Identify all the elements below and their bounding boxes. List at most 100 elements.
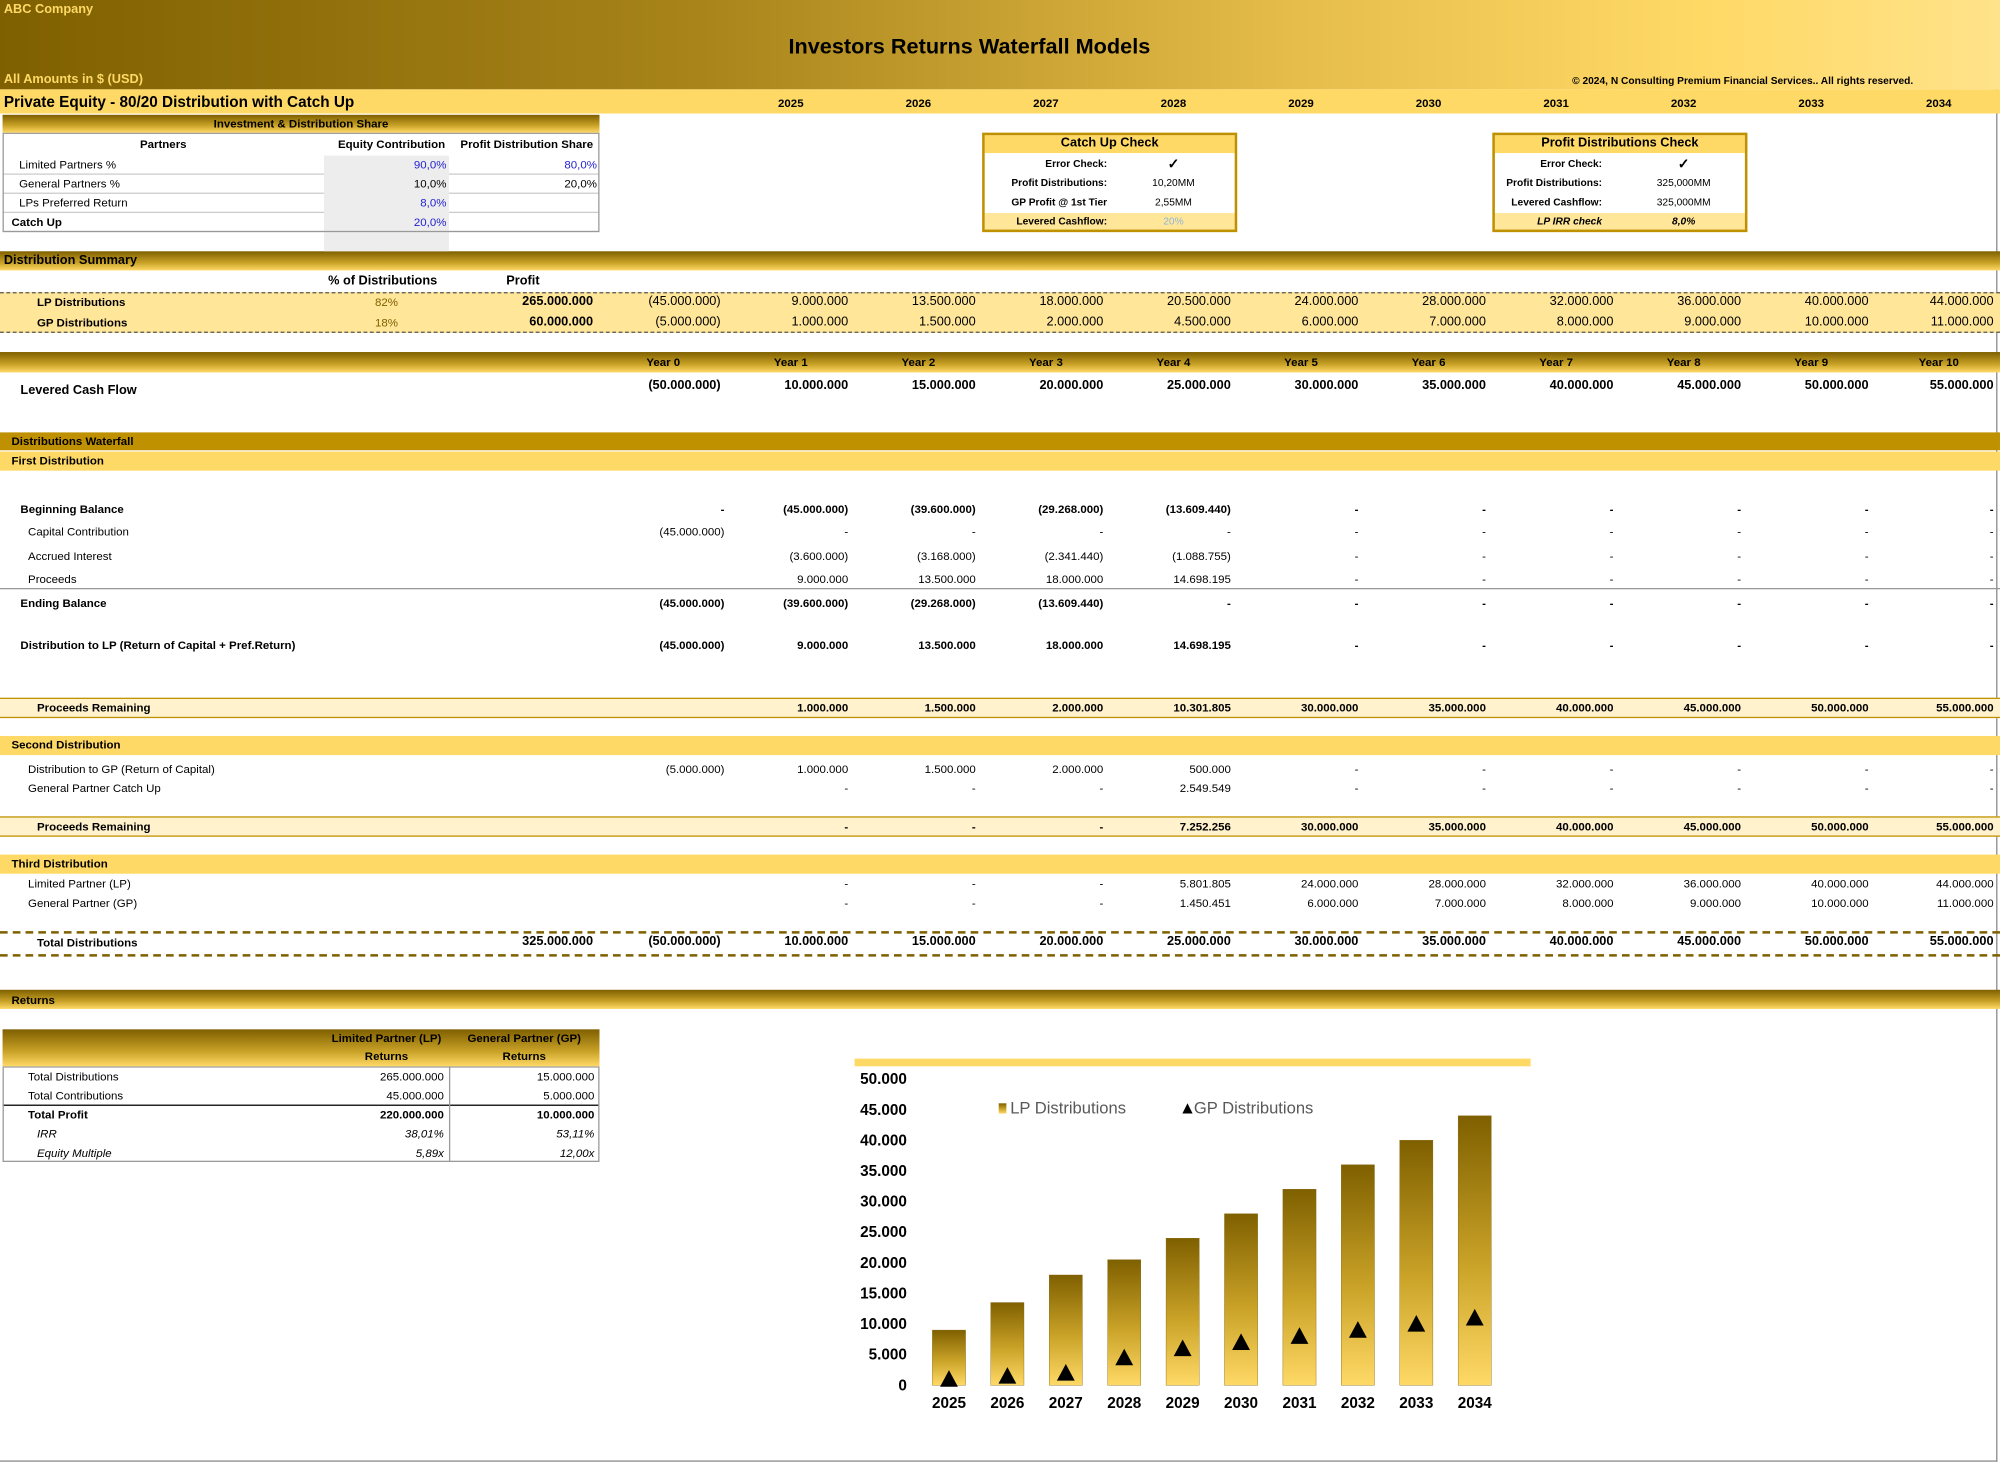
cell-text: Total Profit [28,1108,88,1122]
cell-text: - [1609,549,1614,563]
cell-text: 13.500.000 [918,639,976,652]
cell-text: 2026 [905,96,932,110]
cell-text: - [1482,502,1486,516]
cell-text: Year 7 [1539,355,1574,369]
cell-text: 18.000.000 [1045,639,1104,652]
cell-text: 45.000.000 [386,1089,444,1103]
cell-text: - [1989,596,1994,610]
bar [1107,1259,1141,1386]
cell-text: 1.450.451 [1179,896,1231,910]
cell-text: - [1354,572,1359,586]
check-title-band [1494,135,1745,154]
cell-text: 7.000.000 [1434,896,1486,910]
cell-text: 1.000.000 [797,701,849,715]
table-header-band [2,1029,600,1067]
cell-text: - [1099,781,1104,795]
cell-text: 13.500.000 [918,572,976,586]
remaining-band [0,697,2000,719]
cell-text: Year 5 [1284,355,1318,369]
y-tick-label: 0 [898,1377,907,1394]
x-tick-label: 2025 [932,1395,967,1412]
y-tick-label: 30.000 [860,1194,907,1211]
cell-text: - [971,781,976,795]
cell-text: 11.000.000 [1936,896,1994,910]
marker [1407,1315,1426,1332]
cell-text: - [1737,525,1742,539]
cell-text: Accrued Interest [28,549,112,563]
cell-text: Profit Distributions: [1011,177,1108,189]
x-tick-label: 2034 [1458,1395,1493,1412]
cell-text: - [1737,502,1742,516]
cell-text: Partners [139,137,187,151]
cell-text: Limited Partner (LP) Returns [331,1031,442,1063]
table-title-band [2,114,600,133]
cell-text: 32.000.000 [1549,294,1614,309]
check-row-band [984,213,1235,231]
subsection-band [0,451,2000,471]
cell-text: 8.000.000 [1562,896,1614,910]
x-tick-label: 2027 [1049,1395,1083,1412]
section-band [0,251,2000,271]
cell-text: Year 2 [901,355,936,369]
cell-text: 90,0% [413,158,447,171]
cell-text: 8,0% [1672,215,1696,228]
cell-text: 9.000.000 [791,294,849,309]
cell-text: 2027 [1033,96,1059,110]
cell-text: Investment & Distribution Share [213,117,389,131]
cell-text: ✓ [1677,156,1690,173]
cell-text: 15.000.000 [911,934,976,949]
table-border [2,132,600,233]
cell-text: 24.000.000 [1294,294,1359,309]
cell-text: Distributions Waterfall [11,434,134,448]
cell-text: IRR [36,1127,57,1141]
cell-text: 40.000.000 [1811,877,1869,891]
cell-text: Equity Multiple [36,1146,112,1160]
cell-text: 2031 [1543,96,1569,110]
cell-text: GP Distributions [36,316,128,330]
y-tick-label: 40.000 [860,1132,907,1149]
cell-text: Profit Distribution Share [460,137,594,151]
marker [1465,1308,1484,1326]
dashed-line [0,931,2000,934]
header-band [0,0,2000,90]
cell-text: - [1737,596,1742,610]
cell-text: - [1099,820,1104,833]
cell-text: - [1609,525,1614,539]
cell-text: 35.000.000 [1428,701,1486,715]
marker [1056,1364,1075,1381]
bar [1341,1164,1375,1386]
cell-text: 2.000.000 [1046,315,1104,330]
cell-text: 40.000.000 [1556,701,1614,715]
cell-text: 55.000.000 [1936,820,1994,833]
cell-text: Year 0 [646,355,681,369]
cell-text: Year 8 [1666,355,1701,369]
y-tick-label: 45.000 [860,1102,907,1119]
cell-text: All Amounts in $ (USD) [3,72,143,87]
cell-text: 35.000.000 [1422,378,1486,393]
cell-text: - [844,820,849,833]
cell-text: 325.000.000 [522,934,594,949]
x-tick-label: 2033 [1399,1395,1433,1412]
cell-text: 45.000.000 [1683,701,1742,715]
cell-text: 9.000.000 [797,639,849,652]
cell-text: - [1864,596,1869,610]
cell-text: Proceeds [28,572,77,586]
cell-text: - [1864,781,1869,795]
x-tick-label: 2026 [990,1395,1024,1412]
cell-text: - [844,525,849,539]
cell-text: 2025 [778,96,804,110]
cell-text: 2033 [1798,96,1824,110]
cell-text: 30.000.000 [1300,820,1359,833]
row-line [2,211,600,214]
cell-text: LP Distributions [36,295,126,309]
cell-text: - [1737,549,1742,563]
cell-text: 8.000.000 [1556,315,1614,330]
x-tick-label: 2030 [1224,1395,1258,1412]
cell-text: 20.000.000 [1039,934,1104,949]
cell-text: - [1354,762,1359,776]
cell-text: General Partner (GP) [28,896,138,910]
cell-text: 44.000.000 [1929,294,1994,309]
cell-text: - [1482,762,1486,776]
cell-text: (45.000.000) [783,502,849,516]
